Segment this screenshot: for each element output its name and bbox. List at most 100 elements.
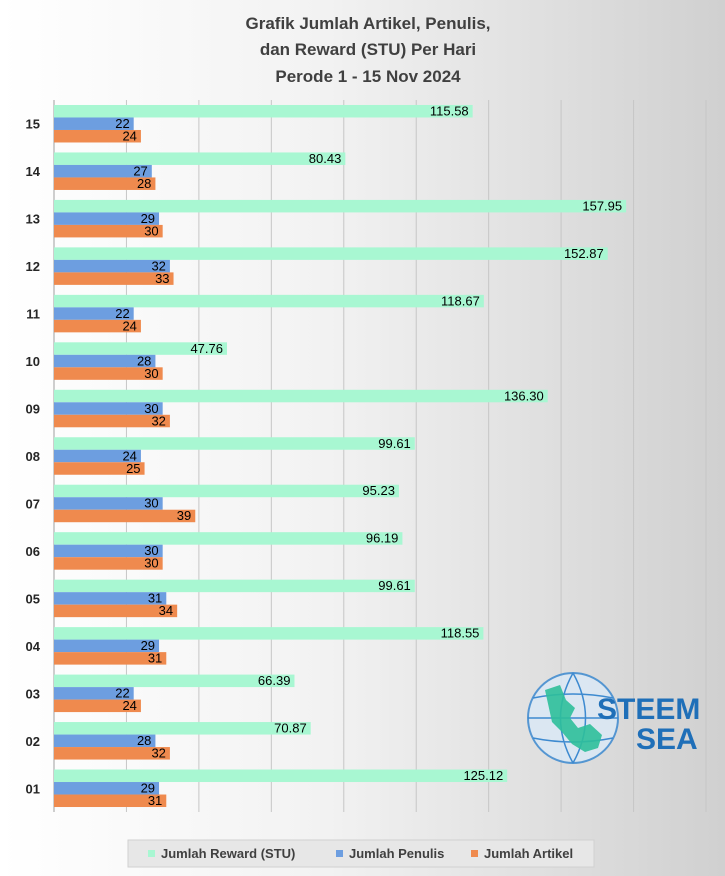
data-label-artikel: 30 xyxy=(144,556,158,571)
bar-artikel xyxy=(54,652,167,665)
bar-artikel xyxy=(54,604,178,618)
y-tick-label: 06 xyxy=(26,544,40,559)
data-label-reward: 152.87 xyxy=(564,246,604,261)
data-label-penulis: 32 xyxy=(151,258,165,273)
bar-reward xyxy=(54,484,399,498)
data-label-penulis: 27 xyxy=(133,163,147,178)
bar-reward xyxy=(54,579,415,593)
y-tick-label: 13 xyxy=(26,212,40,227)
y-tick-label: 15 xyxy=(26,117,40,132)
y-tick-label: 08 xyxy=(26,449,40,464)
y-tick-label: 12 xyxy=(26,259,40,274)
bar-artikel xyxy=(54,224,163,238)
bar-artikel xyxy=(54,129,141,143)
data-label-artikel: 25 xyxy=(126,461,140,476)
data-label-artikel: 32 xyxy=(151,746,165,761)
data-label-penulis: 22 xyxy=(115,306,129,321)
chart-title-line-2: dan Reward (STU) Per Hari xyxy=(260,40,476,59)
y-tick-label: 05 xyxy=(26,591,40,606)
legend: Jumlah Reward (STU) Jumlah Penulis Jumla… xyxy=(127,839,595,868)
bar-reward xyxy=(54,674,295,688)
bar-reward xyxy=(54,722,311,735)
bar-reward xyxy=(54,247,608,260)
data-label-reward: 47.76 xyxy=(190,341,223,356)
bar-reward xyxy=(54,389,548,403)
y-tick-label: 01 xyxy=(26,781,40,796)
bar-artikel xyxy=(54,747,170,760)
data-label-reward: 115.58 xyxy=(430,103,469,118)
bar-penulis xyxy=(54,544,163,558)
data-label-penulis: 22 xyxy=(115,116,129,131)
data-label-penulis: 28 xyxy=(137,353,151,368)
data-label-penulis: 22 xyxy=(115,686,129,701)
data-label-reward: 99.61 xyxy=(378,436,411,451)
data-label-artikel: 32 xyxy=(151,413,165,428)
data-label-artikel: 34 xyxy=(159,603,173,618)
bar-penulis xyxy=(54,259,170,273)
data-label-reward: 99.61 xyxy=(378,578,411,593)
globe-land xyxy=(545,685,602,752)
data-label-penulis: 30 xyxy=(144,496,158,511)
bar-penulis xyxy=(54,117,134,130)
steem-sea-logo: STEEM SEA xyxy=(527,672,700,764)
bar-artikel xyxy=(54,462,145,475)
bar-reward xyxy=(54,294,484,308)
bar-artikel xyxy=(54,509,196,523)
logo-text-line-1: STEEM xyxy=(597,693,700,726)
data-label-reward: 80.43 xyxy=(309,151,342,166)
bar-artikel xyxy=(54,794,167,808)
bar-artikel xyxy=(54,319,141,333)
data-label-artikel: 24 xyxy=(122,128,136,143)
data-label-penulis: 31 xyxy=(148,591,162,606)
data-label-reward: 125.12 xyxy=(463,768,503,783)
bar-penulis xyxy=(54,497,163,510)
bar-reward xyxy=(54,437,415,450)
bar-penulis xyxy=(54,592,167,605)
data-label-penulis: 24 xyxy=(122,448,136,463)
bar-reward xyxy=(54,104,473,118)
y-tick-label: 10 xyxy=(26,354,40,369)
y-tick-labels: 01 02 03 04 05 06 07 08 09 10 11 12 13 14 15 xyxy=(26,117,41,797)
bar-artikel xyxy=(54,699,141,713)
data-label-penulis: 29 xyxy=(141,781,155,796)
legend-label-reward: Jumlah Reward (STU) xyxy=(161,846,295,861)
bar-artikel xyxy=(54,272,174,285)
bar-penulis xyxy=(54,354,156,368)
bar-penulis xyxy=(54,734,156,748)
legend-label-artikel: Jumlah Artikel xyxy=(484,846,573,861)
bar-penulis xyxy=(54,782,160,795)
legend-swatch-reward xyxy=(148,850,155,857)
y-tick-label: 09 xyxy=(26,402,40,417)
data-label-penulis: 29 xyxy=(141,211,155,226)
bar-artikel xyxy=(54,557,163,570)
data-label-penulis: 30 xyxy=(144,543,158,558)
data-label-reward: 70.87 xyxy=(274,721,307,736)
legend-swatch-penulis xyxy=(336,850,343,857)
bar-artikel xyxy=(54,367,163,380)
data-labels: 125.12293170.87283266.392224118.55293199… xyxy=(115,103,622,808)
bar-reward xyxy=(54,199,627,213)
bars xyxy=(54,104,627,808)
bar-reward xyxy=(54,342,227,355)
bar-reward xyxy=(54,532,403,545)
data-label-reward: 118.67 xyxy=(441,293,480,308)
bar-artikel xyxy=(54,177,156,190)
chart-title: Grafik Jumlah Artikel, Penulis, dan Rewa… xyxy=(245,14,490,86)
data-label-penulis: 29 xyxy=(141,638,155,653)
y-tick-label: 03 xyxy=(26,686,40,701)
data-label-penulis: 28 xyxy=(137,733,151,748)
data-label-artikel: 33 xyxy=(155,271,169,286)
chart-title-line-1: Grafik Jumlah Artikel, Penulis, xyxy=(245,14,490,33)
bar-reward xyxy=(54,769,508,783)
data-label-artikel: 31 xyxy=(148,651,162,666)
bar-penulis xyxy=(54,212,160,225)
y-tick-label: 04 xyxy=(26,639,41,654)
data-label-artikel: 30 xyxy=(144,366,158,381)
data-label-artikel: 30 xyxy=(144,223,158,238)
data-label-artikel: 39 xyxy=(177,508,191,523)
bar-penulis xyxy=(54,307,134,320)
chart-title-line-3: Perode 1 - 15 Nov 2024 xyxy=(275,67,461,86)
y-tick-label: 14 xyxy=(26,164,41,179)
data-label-artikel: 28 xyxy=(137,176,151,191)
